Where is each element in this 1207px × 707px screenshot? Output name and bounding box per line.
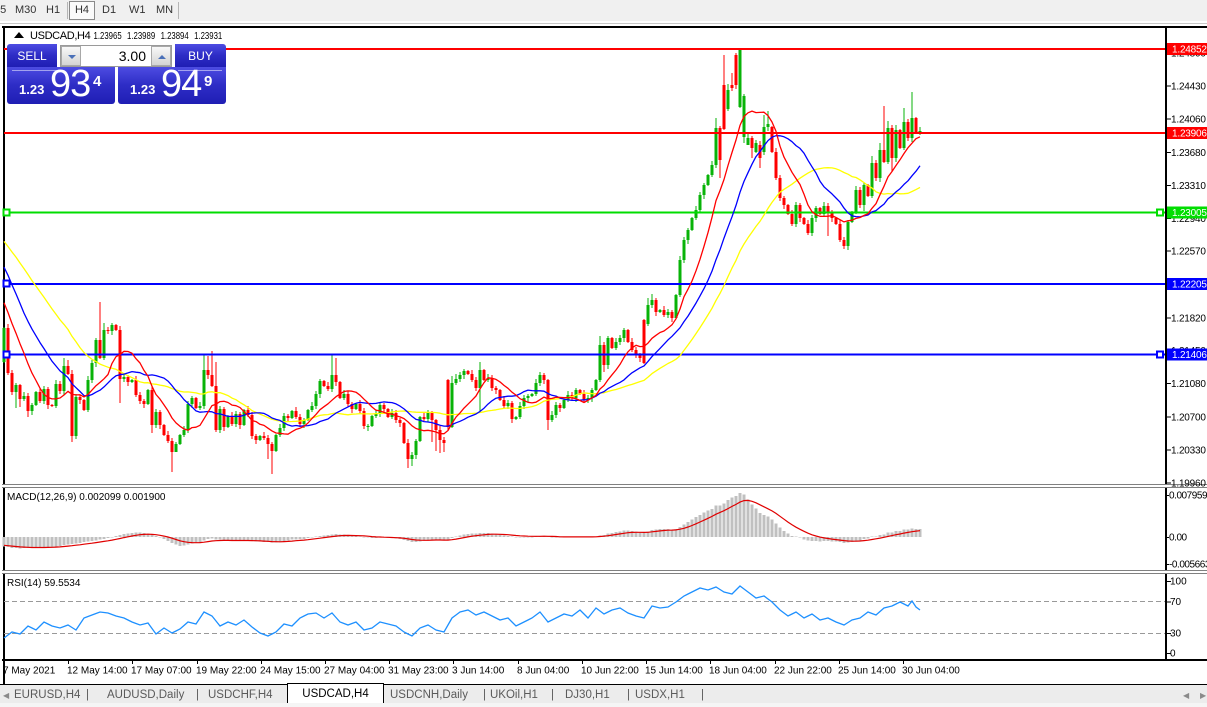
svg-text:19 May 22:00: 19 May 22:00: [196, 666, 257, 677]
svg-text:22 Jun 22:00: 22 Jun 22:00: [774, 666, 832, 677]
svg-text:1.23906: 1.23906: [1172, 129, 1207, 140]
svg-text:18 Jun 04:00: 18 Jun 04:00: [709, 666, 767, 677]
svg-text:31 May 23:00: 31 May 23:00: [388, 666, 449, 677]
svg-text:1.21820: 1.21820: [1171, 313, 1206, 324]
svg-text:1.22940: 1.22940: [1171, 214, 1206, 225]
svg-text:0.007959: 0.007959: [1169, 491, 1207, 502]
svg-text:1.24430: 1.24430: [1171, 82, 1206, 93]
svg-text:1.23680: 1.23680: [1171, 148, 1206, 159]
svg-text:1.20700: 1.20700: [1171, 413, 1206, 424]
svg-text:1.23965: 1.23965: [94, 30, 122, 41]
svg-text:0: 0: [1170, 649, 1176, 660]
svg-text:1.24852: 1.24852: [1172, 45, 1207, 56]
svg-text:1.19960: 1.19960: [1171, 478, 1206, 489]
svg-text:8 Jun 04:00: 8 Jun 04:00: [517, 666, 570, 677]
svg-text:1.23005: 1.23005: [1172, 208, 1207, 219]
svg-text:10 Jun 22:00: 10 Jun 22:00: [581, 666, 639, 677]
svg-text:7 May 2021: 7 May 2021: [3, 666, 56, 677]
svg-text:1.23894: 1.23894: [161, 30, 189, 41]
svg-text:1.21080: 1.21080: [1171, 379, 1206, 390]
svg-text:27 May 04:00: 27 May 04:00: [324, 666, 385, 677]
svg-text:1.23989: 1.23989: [127, 30, 155, 41]
svg-text:12 May 14:00: 12 May 14:00: [67, 666, 128, 677]
svg-text:1.23931: 1.23931: [194, 30, 222, 41]
svg-text:USDCAD,H4: USDCAD,H4: [30, 30, 91, 42]
svg-text:1.22205: 1.22205: [1172, 280, 1207, 291]
svg-text:1.21406: 1.21406: [1172, 350, 1207, 361]
svg-text:1.24060: 1.24060: [1171, 114, 1206, 125]
svg-text:30 Jun 04:00: 30 Jun 04:00: [902, 666, 960, 677]
svg-text:70: 70: [1170, 597, 1182, 608]
svg-text:17 May 07:00: 17 May 07:00: [131, 666, 192, 677]
svg-text:-0.005663: -0.005663: [1169, 560, 1207, 571]
svg-text:MACD(12,26,9) 0.002099 0.00190: MACD(12,26,9) 0.002099 0.001900: [7, 492, 166, 503]
svg-text:100: 100: [1170, 577, 1187, 588]
svg-text:1.23310: 1.23310: [1171, 181, 1206, 192]
svg-text:24 May 15:00: 24 May 15:00: [260, 666, 321, 677]
svg-text:3 Jun 14:00: 3 Jun 14:00: [452, 666, 505, 677]
svg-text:15 Jun 14:00: 15 Jun 14:00: [645, 666, 703, 677]
svg-text:0.00: 0.00: [1169, 533, 1188, 544]
svg-text:1.22570: 1.22570: [1171, 247, 1206, 258]
svg-text:RSI(14) 59.5534: RSI(14) 59.5534: [7, 578, 81, 589]
svg-text:25 Jun 14:00: 25 Jun 14:00: [838, 666, 896, 677]
svg-text:1.20330: 1.20330: [1171, 446, 1206, 457]
svg-text:30: 30: [1170, 628, 1182, 639]
